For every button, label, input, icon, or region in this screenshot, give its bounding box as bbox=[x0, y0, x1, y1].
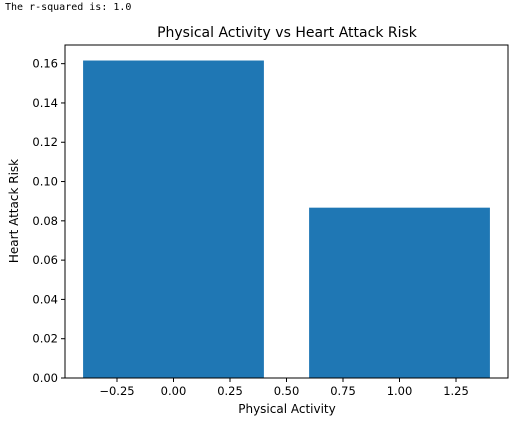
bars-group bbox=[83, 60, 490, 378]
y-axis-ticks: 0.00 0.02 0.04 0.06 0.08 0.10 0.12 0.14 0.16 bbox=[32, 57, 65, 385]
x-tick-label: 1.00 bbox=[387, 384, 413, 398]
y-tick-label: 0.16 bbox=[32, 57, 58, 71]
rsquared-output-text: The r-squared is: 1.0 bbox=[5, 2, 132, 13]
y-tick-label: 0.08 bbox=[32, 214, 58, 228]
x-tick-label: 0.00 bbox=[161, 384, 187, 398]
x-axis-ticks: −0.25 0.00 0.25 0.50 0.75 1.00 1.25 bbox=[99, 378, 469, 398]
y-tick-label: 0.02 bbox=[32, 332, 58, 346]
y-tick-label: 0.06 bbox=[32, 253, 58, 267]
x-tick-label: 0.25 bbox=[217, 384, 243, 398]
y-tick-label: 0.14 bbox=[32, 96, 58, 110]
y-tick-label: 0.04 bbox=[32, 292, 58, 306]
x-tick-label: 0.50 bbox=[274, 384, 300, 398]
bar-1 bbox=[309, 207, 490, 378]
x-tick-label: 0.75 bbox=[330, 384, 356, 398]
x-tick-label: 1.25 bbox=[443, 384, 469, 398]
bar-0 bbox=[83, 60, 264, 378]
y-tick-label: 0.00 bbox=[32, 371, 58, 385]
chart-title: Physical Activity vs Heart Attack Risk bbox=[157, 25, 418, 41]
y-tick-label: 0.12 bbox=[32, 135, 58, 149]
x-tick-label: −0.25 bbox=[99, 384, 134, 398]
y-tick-label: 0.10 bbox=[32, 175, 58, 189]
x-axis-label: Physical Activity bbox=[238, 402, 336, 416]
y-axis-label: Heart Attack Risk bbox=[7, 159, 21, 263]
